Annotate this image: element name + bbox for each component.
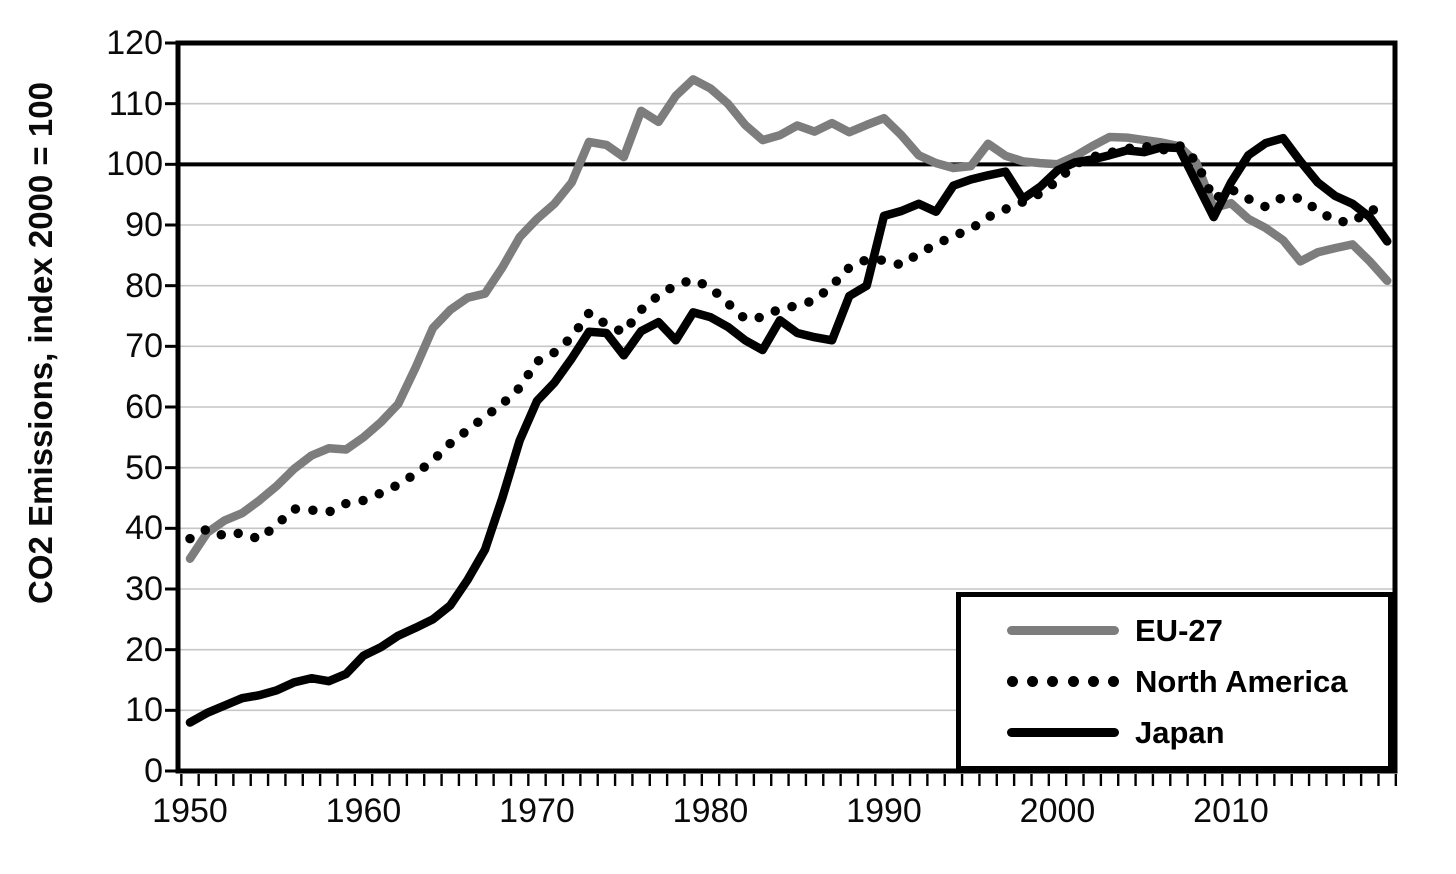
x-tick-label-1970: 1970 <box>499 792 575 830</box>
y-tick-label-90: 90 <box>125 206 163 244</box>
legend-dot <box>1027 676 1039 687</box>
x-tick-label-1980: 1980 <box>672 792 749 830</box>
data-series <box>185 75 1392 727</box>
legend-line-sample-japan <box>1007 728 1119 737</box>
y-tick-label-70: 70 <box>125 327 163 366</box>
legend-item-label: EU-27 <box>1135 612 1223 648</box>
legend-item-label: North America <box>1135 663 1348 699</box>
legend-item-label: Japan <box>1135 714 1225 750</box>
y-tick-label-80: 80 <box>125 266 163 305</box>
series-line-japan <box>185 133 1392 727</box>
y-tick-label-10: 10 <box>125 691 163 730</box>
y-tick-label-60: 60 <box>125 388 163 426</box>
legend-line <box>1007 728 1119 737</box>
plot-frame <box>175 40 1398 774</box>
legend-dot <box>1107 676 1119 687</box>
y-tick-label-0: 0 <box>144 752 163 790</box>
series-line-eu-27 <box>185 75 1392 563</box>
legend-line-sample-north-america <box>1007 676 1119 687</box>
y-tick-label-120: 120 <box>106 24 163 62</box>
y-tick-label-30: 30 <box>125 570 163 608</box>
y-axis-ticks <box>165 41 176 773</box>
legend-item-north-america: North America <box>961 664 1388 700</box>
series-line-north-america <box>185 140 1392 545</box>
legend-dot <box>1087 676 1099 687</box>
legend-dot <box>1047 676 1059 687</box>
legend-dot <box>1007 676 1018 687</box>
y-tick-label-20: 20 <box>125 630 163 669</box>
y-tick-label-40: 40 <box>125 509 163 548</box>
legend: EU-27 North America Japan <box>956 592 1393 771</box>
y-tick-label-100: 100 <box>106 145 163 184</box>
x-tick-label-2010: 2010 <box>1193 792 1269 830</box>
x-tick-label-1960: 1960 <box>325 792 402 830</box>
legend-line-sample-eu-27 <box>1007 626 1119 635</box>
y-tick-label-110: 110 <box>108 84 163 123</box>
y-axis-title: CO2 Emissions, index 2000 = 100 <box>22 82 59 604</box>
legend-dot <box>1067 676 1079 687</box>
x-tick-label-1990: 1990 <box>846 792 922 830</box>
legend-line <box>1007 626 1119 635</box>
legend-item-japan: Japan <box>961 715 1388 751</box>
plot-border <box>175 40 1398 774</box>
x-tick-label-2000: 2000 <box>1019 792 1096 830</box>
x-axis-ticks <box>180 774 1398 786</box>
legend-item-eu-27: EU-27 <box>961 613 1388 649</box>
y-tick-label-50: 50 <box>125 448 163 487</box>
x-tick-label-1950: 1950 <box>152 792 228 830</box>
